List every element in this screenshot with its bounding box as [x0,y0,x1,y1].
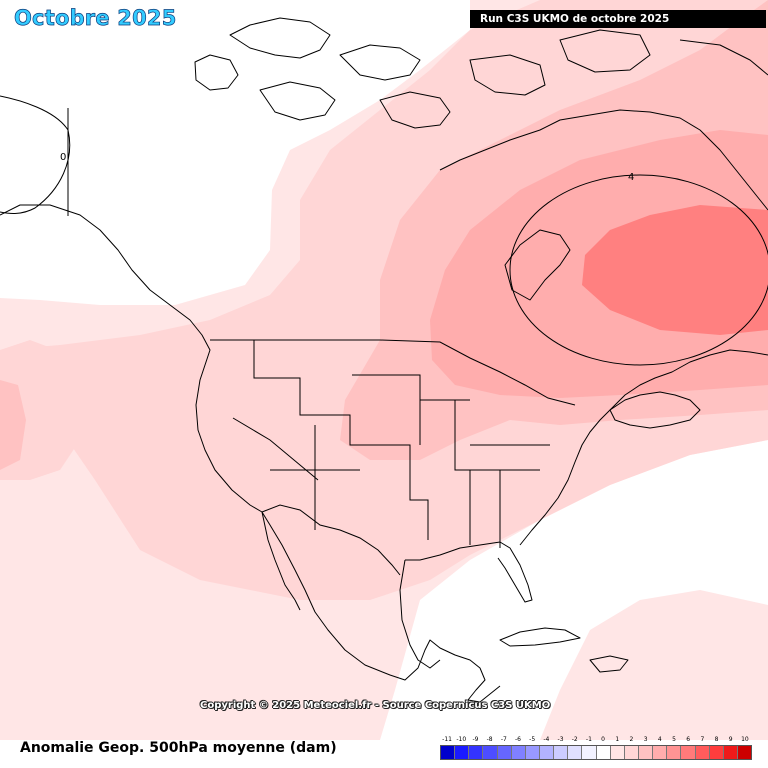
legend-tick-label: 2 [629,736,634,743]
legend-swatch [653,746,668,759]
legend-color-bar [440,745,752,760]
legend-swatch [582,746,597,759]
run-label: Run C3S UKMO de octobre 2025 [480,13,670,25]
legend-tick-label: 9 [728,736,733,743]
page-title: Octobre 2025 [14,6,177,31]
legend-tick-label: -6 [515,736,521,743]
copyright-text: Copyright © 2025 Meteociel.fr - Source C… [200,700,551,711]
legend-swatch [483,746,498,759]
legend-tick-label: 3 [643,736,648,743]
anomaly-band-3-4-pacific-lobe [0,380,26,470]
legend-swatch [737,746,752,759]
legend-tick-label: 1 [615,736,620,743]
legend-tick-label: -2 [571,736,578,743]
legend-swatch [568,746,583,759]
contour-label-4: 4 [628,172,634,183]
legend-swatch [539,746,555,759]
anomaly-band-2-3-west-lobe [0,340,90,480]
legend-swatch [638,746,654,759]
legend-swatch [709,746,724,759]
anomaly-map: 0 4 [0,0,768,740]
legend-tick-label: 6 [686,736,691,743]
legend-swatch [723,746,738,759]
legend-tick-label: 4 [657,736,662,743]
legend-tick-label: -7 [500,736,507,743]
anomaly-band-0-1-north-pacific [0,0,470,305]
legend-swatch [624,746,639,759]
legend-tick-label: -1 [585,736,592,743]
legend-swatch [455,746,470,759]
legend-tick-label: -8 [486,736,493,743]
legend-tick-label: 7 [700,736,705,743]
legend-swatch [667,746,682,759]
political-borders [210,339,576,576]
legend-tick-label: 5 [672,736,676,743]
color-legend: -11 -10 -9 -8 -7 -6 -5 -4 -3 -2 -1 0 1 2 3 4 5 6 7 8 9 10 [440,735,752,763]
legend-swatch [525,746,540,759]
contour-4-line [509,174,768,366]
legend-tick-label: 0 [601,736,605,743]
legend-swatch [441,746,456,759]
legend-swatch [469,746,484,759]
legend-tick-label: -10 [456,736,467,743]
legend-tick-labels: -11 -10 -9 -8 -7 -6 -5 -4 -3 -2 -1 0 1 2 3 4 5 6 7 8 9 10 [440,735,752,745]
variable-label: Anomalie Geop. 500hPa moyenne (dam) [20,740,337,756]
contour-0-line [0,95,71,216]
legend-tick-label: -9 [472,736,479,743]
legend-swatch [511,746,526,759]
legend-tick-label: -3 [557,736,564,743]
legend-tick-label: -11 [442,736,452,743]
legend-swatch [497,746,512,759]
legend-tick-label: 8 [714,736,719,743]
legend-swatch [681,746,696,759]
legend-swatch [554,746,569,759]
legend-swatch [695,746,710,759]
legend-swatch [596,746,611,759]
legend-tick-label: 10 [741,736,749,743]
legend-swatch [610,746,625,759]
anomaly-band-5-6 [582,205,768,335]
legend-tick-label: -4 [543,736,550,743]
legend-tick-label: -5 [529,736,536,743]
contour-label-0: 0 [60,152,66,163]
run-label-box: Run C3S UKMO de octobre 2025 [470,10,766,28]
